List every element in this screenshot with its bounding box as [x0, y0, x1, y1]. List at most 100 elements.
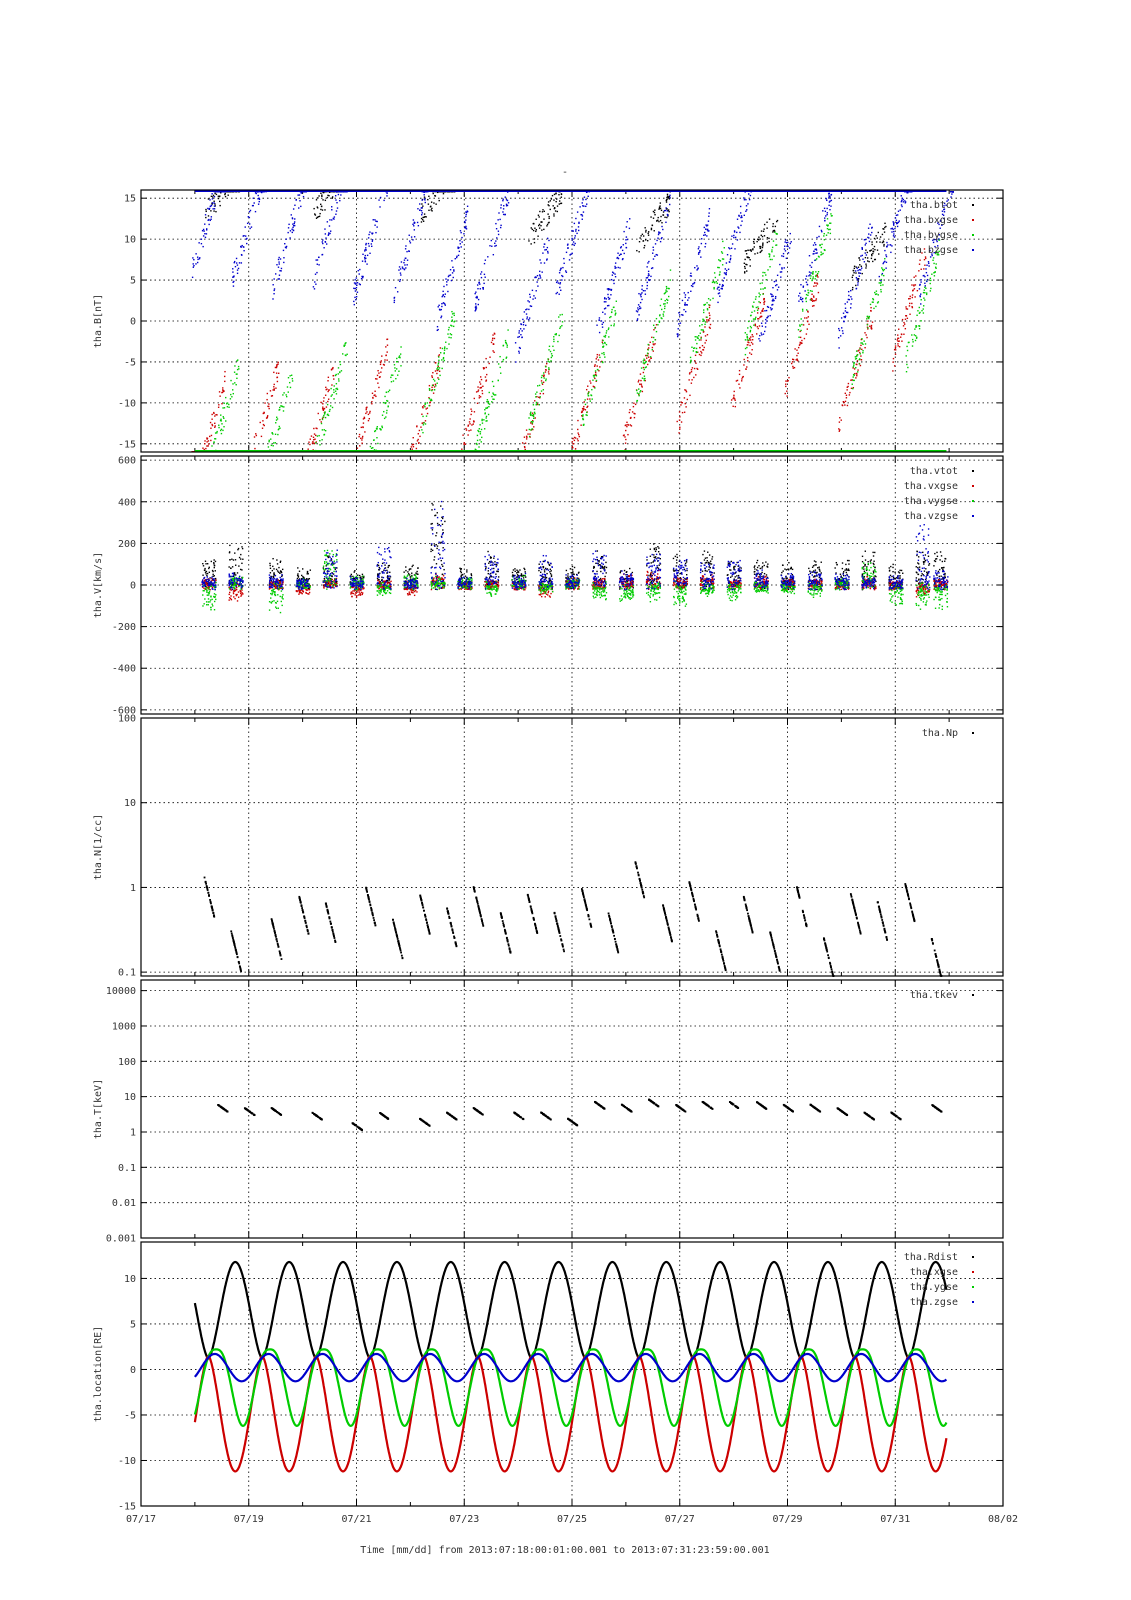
data-point-tha-bygse: [337, 373, 339, 375]
data-point-tha-bygse: [647, 343, 649, 346]
data-point-tha-bxgse: [465, 427, 467, 430]
data-point-tha-bygse: [718, 259, 720, 261]
data-point-tha-bxgse: [762, 310, 764, 313]
data-point-tha-bxgse: [545, 362, 548, 365]
data-point-tha-bzgse: [522, 324, 525, 326]
data-point-tha-btot: [852, 286, 854, 289]
data-point-tha-vzgse: [202, 583, 204, 585]
data-point-tha-bxgse: [859, 347, 861, 349]
data-point-tha-bxgse: [469, 418, 471, 420]
data-point-tha-bzgse: [844, 303, 846, 305]
data-point-tha-bygse: [439, 374, 441, 377]
data-point-tha-vygse: [329, 568, 332, 571]
data-point-tha-bxgse: [861, 348, 863, 351]
data-point-tha-bzgse: [659, 232, 661, 234]
data-point-tha-bzgse: [938, 238, 940, 240]
data-point-tha-bzgse: [608, 298, 610, 300]
data-point-tha-bzgse: [894, 227, 896, 230]
data-point-tha-bygse: [451, 316, 453, 318]
data-point-tha-bygse: [690, 359, 692, 362]
data-point-tha-bzgse: [830, 205, 832, 207]
data-point-tha-bxgse: [908, 305, 911, 307]
data-point-tha-bygse: [826, 218, 829, 220]
data-point-tha-vtot: [241, 562, 243, 565]
data-point-tha-vzgse: [228, 580, 230, 583]
data-point-tha-bygse: [815, 258, 818, 260]
data-point-tha-bygse: [532, 404, 535, 406]
data-point-tha-bygse: [271, 432, 274, 434]
data-point-tha-vygse: [213, 585, 216, 588]
data-point-tha-btot: [317, 216, 320, 218]
data-point-tha-bzgse: [443, 285, 445, 288]
data-point-tha-vtot: [208, 571, 211, 573]
data-point-tha-vygse: [298, 584, 301, 586]
data-point-tha-btot: [427, 198, 429, 201]
data-point-tha-bzgse: [939, 220, 942, 222]
data-point-tha-bxgse: [327, 380, 329, 382]
data-point-tha-bzgse: [232, 276, 235, 278]
data-point-tha-vtot: [272, 575, 275, 577]
data-point-tha-bygse: [662, 303, 665, 305]
data-point-tha-bxgse: [690, 369, 693, 371]
data-point-tha-bxgse: [903, 323, 906, 325]
data-point-tha-bzgse: [698, 252, 700, 254]
data-point-tha-btot: [773, 229, 776, 232]
data-point-tha-vxgse: [242, 593, 244, 595]
data-point-tha-bzgse: [900, 195, 902, 197]
data-point-tha-bxgse: [479, 376, 482, 378]
data-point-tha-bzgse: [529, 305, 532, 307]
data-point-tha-vtot: [272, 557, 274, 560]
data-point-tha-bygse: [880, 281, 882, 283]
data-point-tha-bxgse: [911, 306, 914, 309]
data-point-tha-bzgse: [529, 296, 531, 298]
data-point-tha-bzgse: [677, 318, 680, 321]
data-point-tha-vtot: [213, 565, 216, 567]
data-point-tha-bzgse: [606, 288, 609, 290]
data-point-tha-vygse: [336, 559, 338, 561]
data-point-tha-bzgse: [203, 230, 205, 232]
data-point-tha-bzgse: [684, 294, 687, 296]
data-point-tha-bzgse: [300, 205, 302, 208]
data-point-tha-bygse: [601, 352, 603, 355]
data-point-tha-bzgse: [495, 244, 497, 247]
data-point-tha-btot: [537, 214, 540, 216]
data-point-tha-btot: [868, 260, 870, 263]
data-point-tha-bxgse: [733, 396, 735, 398]
data-point-tha-bzgse: [805, 275, 808, 277]
data-point-tha-btot: [560, 193, 563, 195]
data-point-tha-vzgse: [236, 582, 238, 585]
data-point-tha-bxgse: [892, 361, 894, 363]
data-point-tha-bzgse: [765, 318, 767, 321]
data-point-tha-bxgse: [791, 361, 794, 363]
data-point-tha-vygse: [234, 585, 236, 587]
data-point-tha-bxgse: [381, 355, 383, 357]
data-point-tha-vzgse: [305, 581, 307, 584]
data-point-tha-bygse: [603, 335, 605, 338]
data-point-tha-btot: [757, 239, 760, 241]
data-point-tha-bygse: [231, 396, 233, 398]
data-point-tha-bxgse: [762, 307, 764, 310]
data-point-tha-bxgse: [897, 345, 899, 347]
data-point-tha-bxgse: [432, 371, 434, 374]
data-point-tha-bzgse: [207, 207, 209, 210]
data-point-tha-bxgse: [857, 369, 859, 371]
data-point-tha-bygse: [559, 326, 562, 328]
data-point-tha-bygse: [545, 379, 547, 382]
data-point-tha-bxgse: [531, 423, 534, 425]
data-point-tha-bzgse: [353, 300, 355, 303]
data-point-tha-bxgse: [785, 385, 787, 388]
data-point-tha-vygse: [209, 601, 211, 603]
data-point-tha-btot: [650, 216, 652, 218]
data-point-tha-btot: [744, 271, 746, 273]
data-point-tha-vygse: [273, 591, 275, 593]
data-point-tha-bzgse: [412, 223, 414, 226]
data-point-tha-bzgse: [814, 259, 816, 262]
data-point-tha-vxgse: [241, 589, 243, 591]
data-point-tha-bzgse: [475, 305, 477, 307]
data-point-tha-btot: [855, 266, 857, 268]
data-point-tha-bygse: [274, 433, 277, 435]
data-point-tha-vtot: [237, 548, 239, 551]
data-point-tha-bygse: [333, 391, 335, 394]
legend-label: tha.bzgse: [904, 245, 958, 256]
data-point-tha-bxgse: [923, 268, 925, 270]
